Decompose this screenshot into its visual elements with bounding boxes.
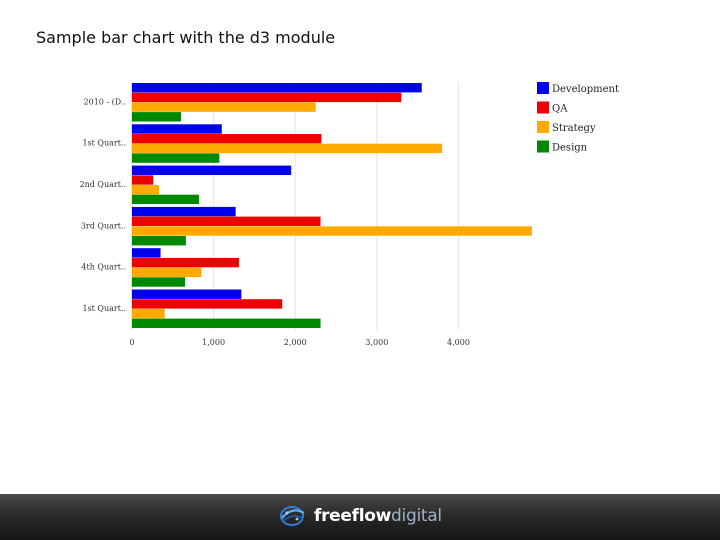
category-label-3: 3rd Quart.. xyxy=(81,221,126,230)
legend-swatch-qa[interactable] xyxy=(537,101,549,114)
x-tick-label-4: 4,000 xyxy=(447,338,470,347)
bar-development-1[interactable] xyxy=(132,124,222,134)
bar-strategy-1[interactable] xyxy=(132,143,443,154)
bar-design-1[interactable] xyxy=(132,153,220,163)
legend: Development QA Strategy Design xyxy=(537,82,619,154)
category-labels: 2010 - (D.. 1st Quart.. 2nd Quart.. 3rd Qua… xyxy=(79,97,126,313)
bars xyxy=(132,83,532,328)
legend-swatch-design[interactable] xyxy=(537,140,549,153)
bar-qa-4[interactable] xyxy=(132,257,239,268)
x-tick-label-1: 1,000 xyxy=(202,338,225,347)
x-axis-ticks: 0 1,000 2,000 3,000 4,000 xyxy=(129,338,469,347)
bar-chart: 2010 - (D.. 1st Quart.. 2nd Quart.. 3rd Qua… xyxy=(79,82,619,347)
bar-design-4[interactable] xyxy=(132,277,186,287)
brand-name-light: digital xyxy=(391,506,442,526)
bar-development-0[interactable] xyxy=(132,83,422,93)
legend-label-design[interactable]: Design xyxy=(552,143,588,154)
legend-label-development[interactable]: Development xyxy=(552,84,619,95)
globe-swirl-icon xyxy=(280,506,305,526)
bar-qa-0[interactable] xyxy=(132,92,402,103)
legend-label-strategy[interactable]: Strategy xyxy=(552,123,596,134)
legend-swatch-development[interactable] xyxy=(537,82,549,94)
bar-development-4[interactable] xyxy=(132,248,161,258)
category-label-4: 4th Quart.. xyxy=(81,263,126,272)
slide-title: Sample bar chart with the d3 module xyxy=(36,28,336,47)
brand-logo[interactable]: freeflowdigital xyxy=(278,502,442,530)
bar-qa-2[interactable] xyxy=(132,175,154,185)
bar-qa-5[interactable] xyxy=(132,299,283,309)
legend-label-qa[interactable]: QA xyxy=(552,104,568,115)
category-label-2: 2nd Quart.. xyxy=(79,180,126,189)
category-label-5: 1st Quart.. xyxy=(82,304,126,313)
x-tick-label-3: 3,000 xyxy=(365,338,388,347)
bar-strategy-5[interactable] xyxy=(132,308,165,319)
bar-qa-1[interactable] xyxy=(132,134,322,144)
bar-strategy-4[interactable] xyxy=(132,267,202,277)
bar-development-5[interactable] xyxy=(132,289,242,299)
bar-development-3[interactable] xyxy=(132,206,236,217)
x-tick-label-0: 0 xyxy=(129,338,134,347)
bar-design-0[interactable] xyxy=(132,112,181,122)
bar-strategy-2[interactable] xyxy=(132,185,159,195)
legend-swatch-strategy[interactable] xyxy=(537,121,549,133)
bar-development-2[interactable] xyxy=(132,165,292,175)
bar-strategy-0[interactable] xyxy=(132,102,316,112)
grid xyxy=(131,82,459,330)
bar-qa-3[interactable] xyxy=(132,216,321,226)
category-label-0: 2010 - (D.. xyxy=(84,97,126,106)
x-tick-label-2: 2,000 xyxy=(284,338,307,347)
bar-design-2[interactable] xyxy=(132,194,199,205)
bar-design-3[interactable] xyxy=(132,236,186,246)
brand-name-bold: freeflow xyxy=(314,506,392,526)
brand-name: freeflowdigital xyxy=(314,506,442,526)
category-label-1: 1st Quart.. xyxy=(82,139,126,148)
bar-strategy-3[interactable] xyxy=(132,226,532,236)
footer-bar: freeflowdigital xyxy=(0,494,720,540)
bar-design-5[interactable] xyxy=(132,318,321,328)
